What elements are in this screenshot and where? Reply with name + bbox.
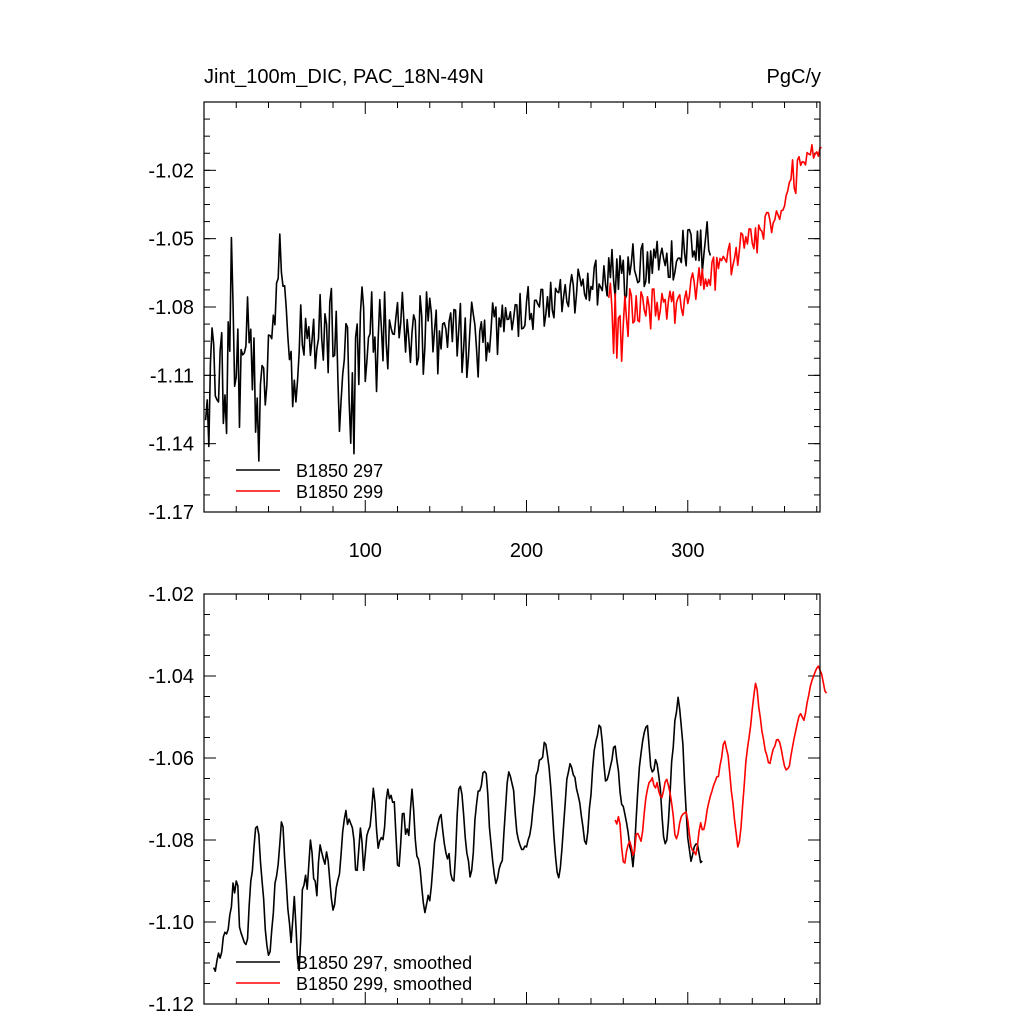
bottom-panel: -1.12 -1.10 -1.08 -1.06 -1.04 -1.02 B1850 297… [148, 584, 828, 1016]
top-panel-y-tick-labels: -1.17 -1.14 -1.11 -1.08 -1.05 -1.02 [148, 160, 194, 524]
x-tick-label: 100 [349, 540, 382, 562]
top-panel-frame [203, 101, 821, 513]
x-tick-label: 300 [671, 540, 704, 562]
top-panel-x-tick-labels: 100 200 300 [349, 540, 705, 562]
bottom-panel-y-tick-labels: -1.12 -1.10 -1.08 -1.06 -1.04 -1.02 [148, 584, 194, 1016]
series-line-1 [212, 696, 703, 973]
bottom-panel-frame [203, 593, 821, 1005]
series-line-1 [204, 221, 712, 462]
x-tick-label: 200 [510, 540, 543, 562]
y-tick-label: -1.06 [148, 748, 194, 770]
y-tick-label: -1.12 [148, 994, 194, 1016]
y-tick-label: -1.17 [148, 502, 194, 524]
y-tick-label: -1.14 [148, 434, 194, 456]
top-panel: Jint_100m_DIC, PAC_18N-49N PgC/y -1.17-1… [148, 66, 822, 562]
y-tick-label: -1.08 [148, 830, 194, 852]
legend-label-1: B1850 297 [296, 461, 383, 481]
legend-label-2: B1850 299 [296, 482, 383, 502]
series-line-2 [614, 665, 828, 864]
top-panel-series [204, 144, 822, 462]
top-panel-units: PgC/y [767, 66, 821, 88]
legend-label-2: B1850 299, smoothed [296, 974, 472, 994]
y-tick-label: -1.10 [148, 912, 194, 934]
y-tick-label: -1.02 [148, 584, 194, 606]
y-tick-label: -1.11 [150, 365, 194, 387]
y-tick-label: -1.05 [148, 229, 194, 251]
legend-label-1: B1850 297, smoothed [296, 953, 472, 973]
y-tick-label: -1.08 [148, 297, 194, 319]
y-tick-label: -1.04 [148, 666, 194, 688]
y-tick-label: -1.02 [148, 160, 194, 182]
series-line-2 [607, 144, 822, 363]
bottom-panel-series [212, 665, 828, 973]
top-panel-title: Jint_100m_DIC, PAC_18N-49N [204, 66, 484, 88]
